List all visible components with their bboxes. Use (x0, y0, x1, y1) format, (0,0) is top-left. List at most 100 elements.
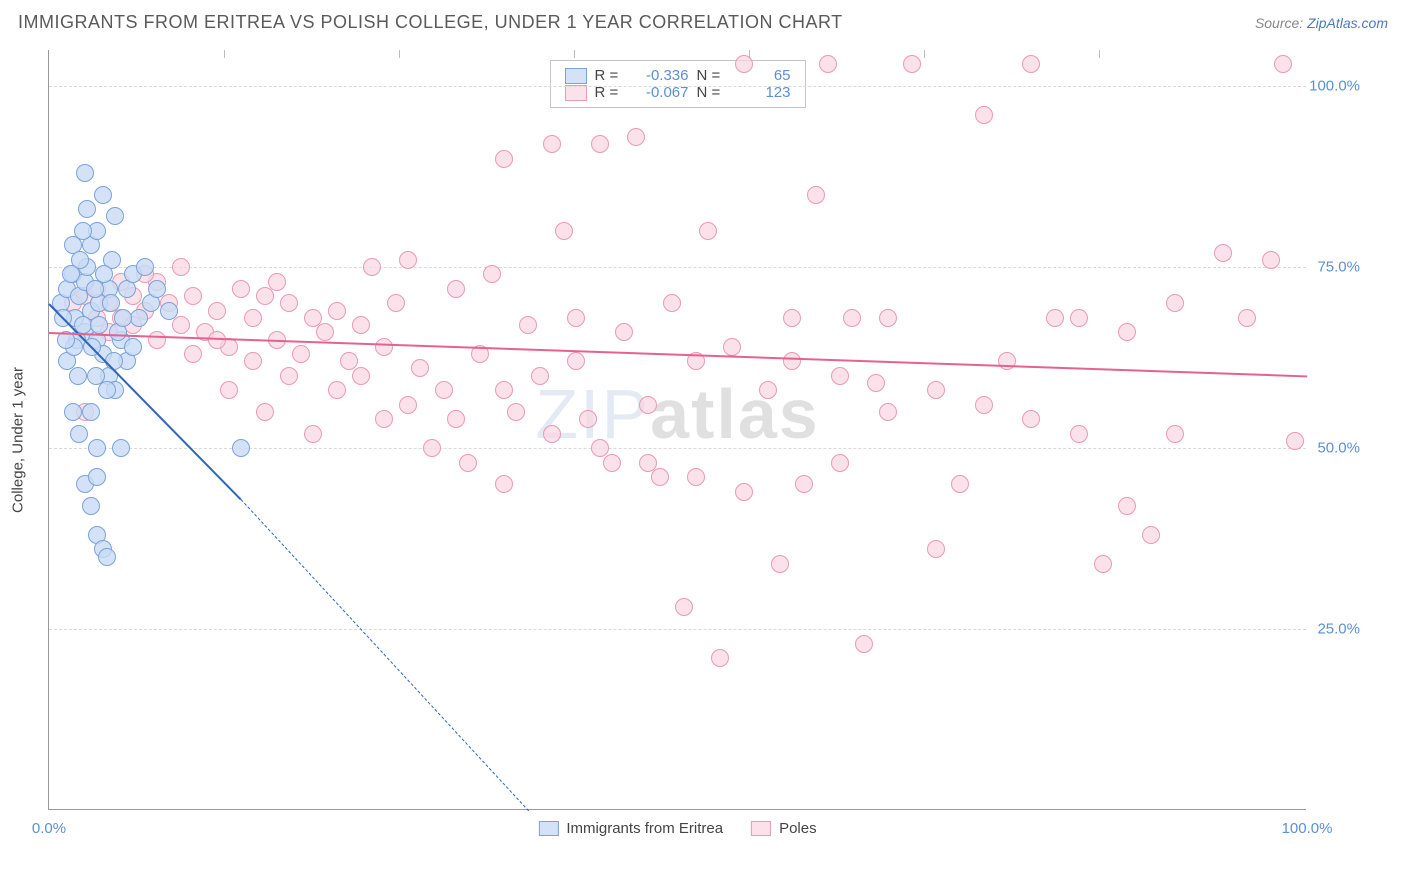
point-poles (735, 55, 753, 73)
point-poles (375, 338, 393, 356)
point-poles (903, 55, 921, 73)
point-poles (459, 454, 477, 472)
point-poles (220, 381, 238, 399)
point-poles (1166, 294, 1184, 312)
point-eritrea (148, 280, 166, 298)
point-eritrea (64, 403, 82, 421)
point-poles (375, 410, 393, 428)
point-poles (627, 128, 645, 146)
legend-label-poles: Poles (779, 820, 817, 837)
point-poles (819, 55, 837, 73)
point-poles (495, 150, 513, 168)
xtick (224, 50, 225, 58)
xtick (924, 50, 925, 58)
point-poles (208, 302, 226, 320)
point-poles (831, 454, 849, 472)
point-poles (615, 323, 633, 341)
point-eritrea (82, 497, 100, 515)
source-link[interactable]: ZipAtlas.com (1307, 15, 1388, 31)
point-eritrea (94, 186, 112, 204)
series-legend: Immigrants from Eritrea Poles (538, 820, 816, 837)
watermark: ZIPatlas (535, 374, 819, 454)
xtick (399, 50, 400, 58)
point-eritrea (124, 338, 142, 356)
point-poles (423, 439, 441, 457)
swatch-poles-2 (751, 821, 771, 836)
point-poles (1022, 55, 1040, 73)
point-poles (927, 381, 945, 399)
legend-item-poles: Poles (751, 820, 817, 837)
point-poles (280, 367, 298, 385)
point-poles (399, 251, 417, 269)
point-poles (567, 309, 585, 327)
point-poles (352, 367, 370, 385)
point-poles (567, 352, 585, 370)
point-poles (1070, 309, 1088, 327)
point-poles (579, 410, 597, 428)
point-poles (867, 374, 885, 392)
point-poles (927, 540, 945, 558)
point-poles (807, 186, 825, 204)
point-poles (495, 475, 513, 493)
point-eritrea (112, 439, 130, 457)
gridline-h (49, 629, 1306, 630)
point-poles (1070, 425, 1088, 443)
point-poles (387, 294, 405, 312)
point-eritrea (90, 316, 108, 334)
point-poles (639, 396, 657, 414)
point-eritrea (88, 439, 106, 457)
point-poles (783, 352, 801, 370)
point-eritrea (87, 367, 105, 385)
legend-item-eritrea: Immigrants from Eritrea (538, 820, 723, 837)
point-poles (879, 403, 897, 421)
point-poles (447, 410, 465, 428)
stats-legend: R =-0.336 N =65 R =-0.067 N =123 (550, 60, 806, 108)
point-poles (998, 352, 1016, 370)
point-poles (363, 258, 381, 276)
point-poles (783, 309, 801, 327)
point-poles (759, 381, 777, 399)
point-poles (184, 345, 202, 363)
point-eritrea (232, 439, 250, 457)
point-poles (831, 367, 849, 385)
plot-area: ZIPatlas R =-0.336 N =65 R =-0.067 N =12… (48, 50, 1306, 810)
swatch-eritrea (565, 68, 587, 84)
point-poles (399, 396, 417, 414)
point-eritrea (78, 200, 96, 218)
point-poles (304, 425, 322, 443)
point-poles (555, 222, 573, 240)
stats-row-eritrea: R =-0.336 N =65 (565, 67, 791, 84)
point-eritrea (114, 309, 132, 327)
point-poles (507, 403, 525, 421)
gridline-h (49, 86, 1306, 87)
point-poles (1262, 251, 1280, 269)
point-poles (172, 316, 190, 334)
point-poles (232, 280, 250, 298)
point-poles (591, 439, 609, 457)
point-poles (1142, 526, 1160, 544)
chart-title: IMMIGRANTS FROM ERITREA VS POLISH COLLEG… (18, 12, 843, 33)
ytick-label: 25.0% (1317, 621, 1360, 638)
correlation-chart: College, Under 1 year ZIPatlas R =-0.336… (48, 50, 1358, 830)
point-poles (771, 555, 789, 573)
point-eritrea (95, 265, 113, 283)
point-poles (316, 323, 334, 341)
point-poles (172, 258, 190, 276)
point-poles (687, 468, 705, 486)
point-poles (1214, 244, 1232, 262)
xtick-label-right: 100.0% (1282, 820, 1333, 837)
point-poles (855, 635, 873, 653)
point-eritrea (98, 381, 116, 399)
regline-poles (49, 332, 1307, 377)
point-poles (256, 403, 274, 421)
point-poles (879, 309, 897, 327)
point-poles (1022, 410, 1040, 428)
point-poles (519, 316, 537, 334)
regline-eritrea-dash (240, 499, 528, 811)
point-poles (1046, 309, 1064, 327)
point-poles (675, 598, 693, 616)
point-poles (975, 106, 993, 124)
point-poles (951, 475, 969, 493)
point-poles (495, 381, 513, 399)
xtick-label-left: 0.0% (32, 820, 66, 837)
